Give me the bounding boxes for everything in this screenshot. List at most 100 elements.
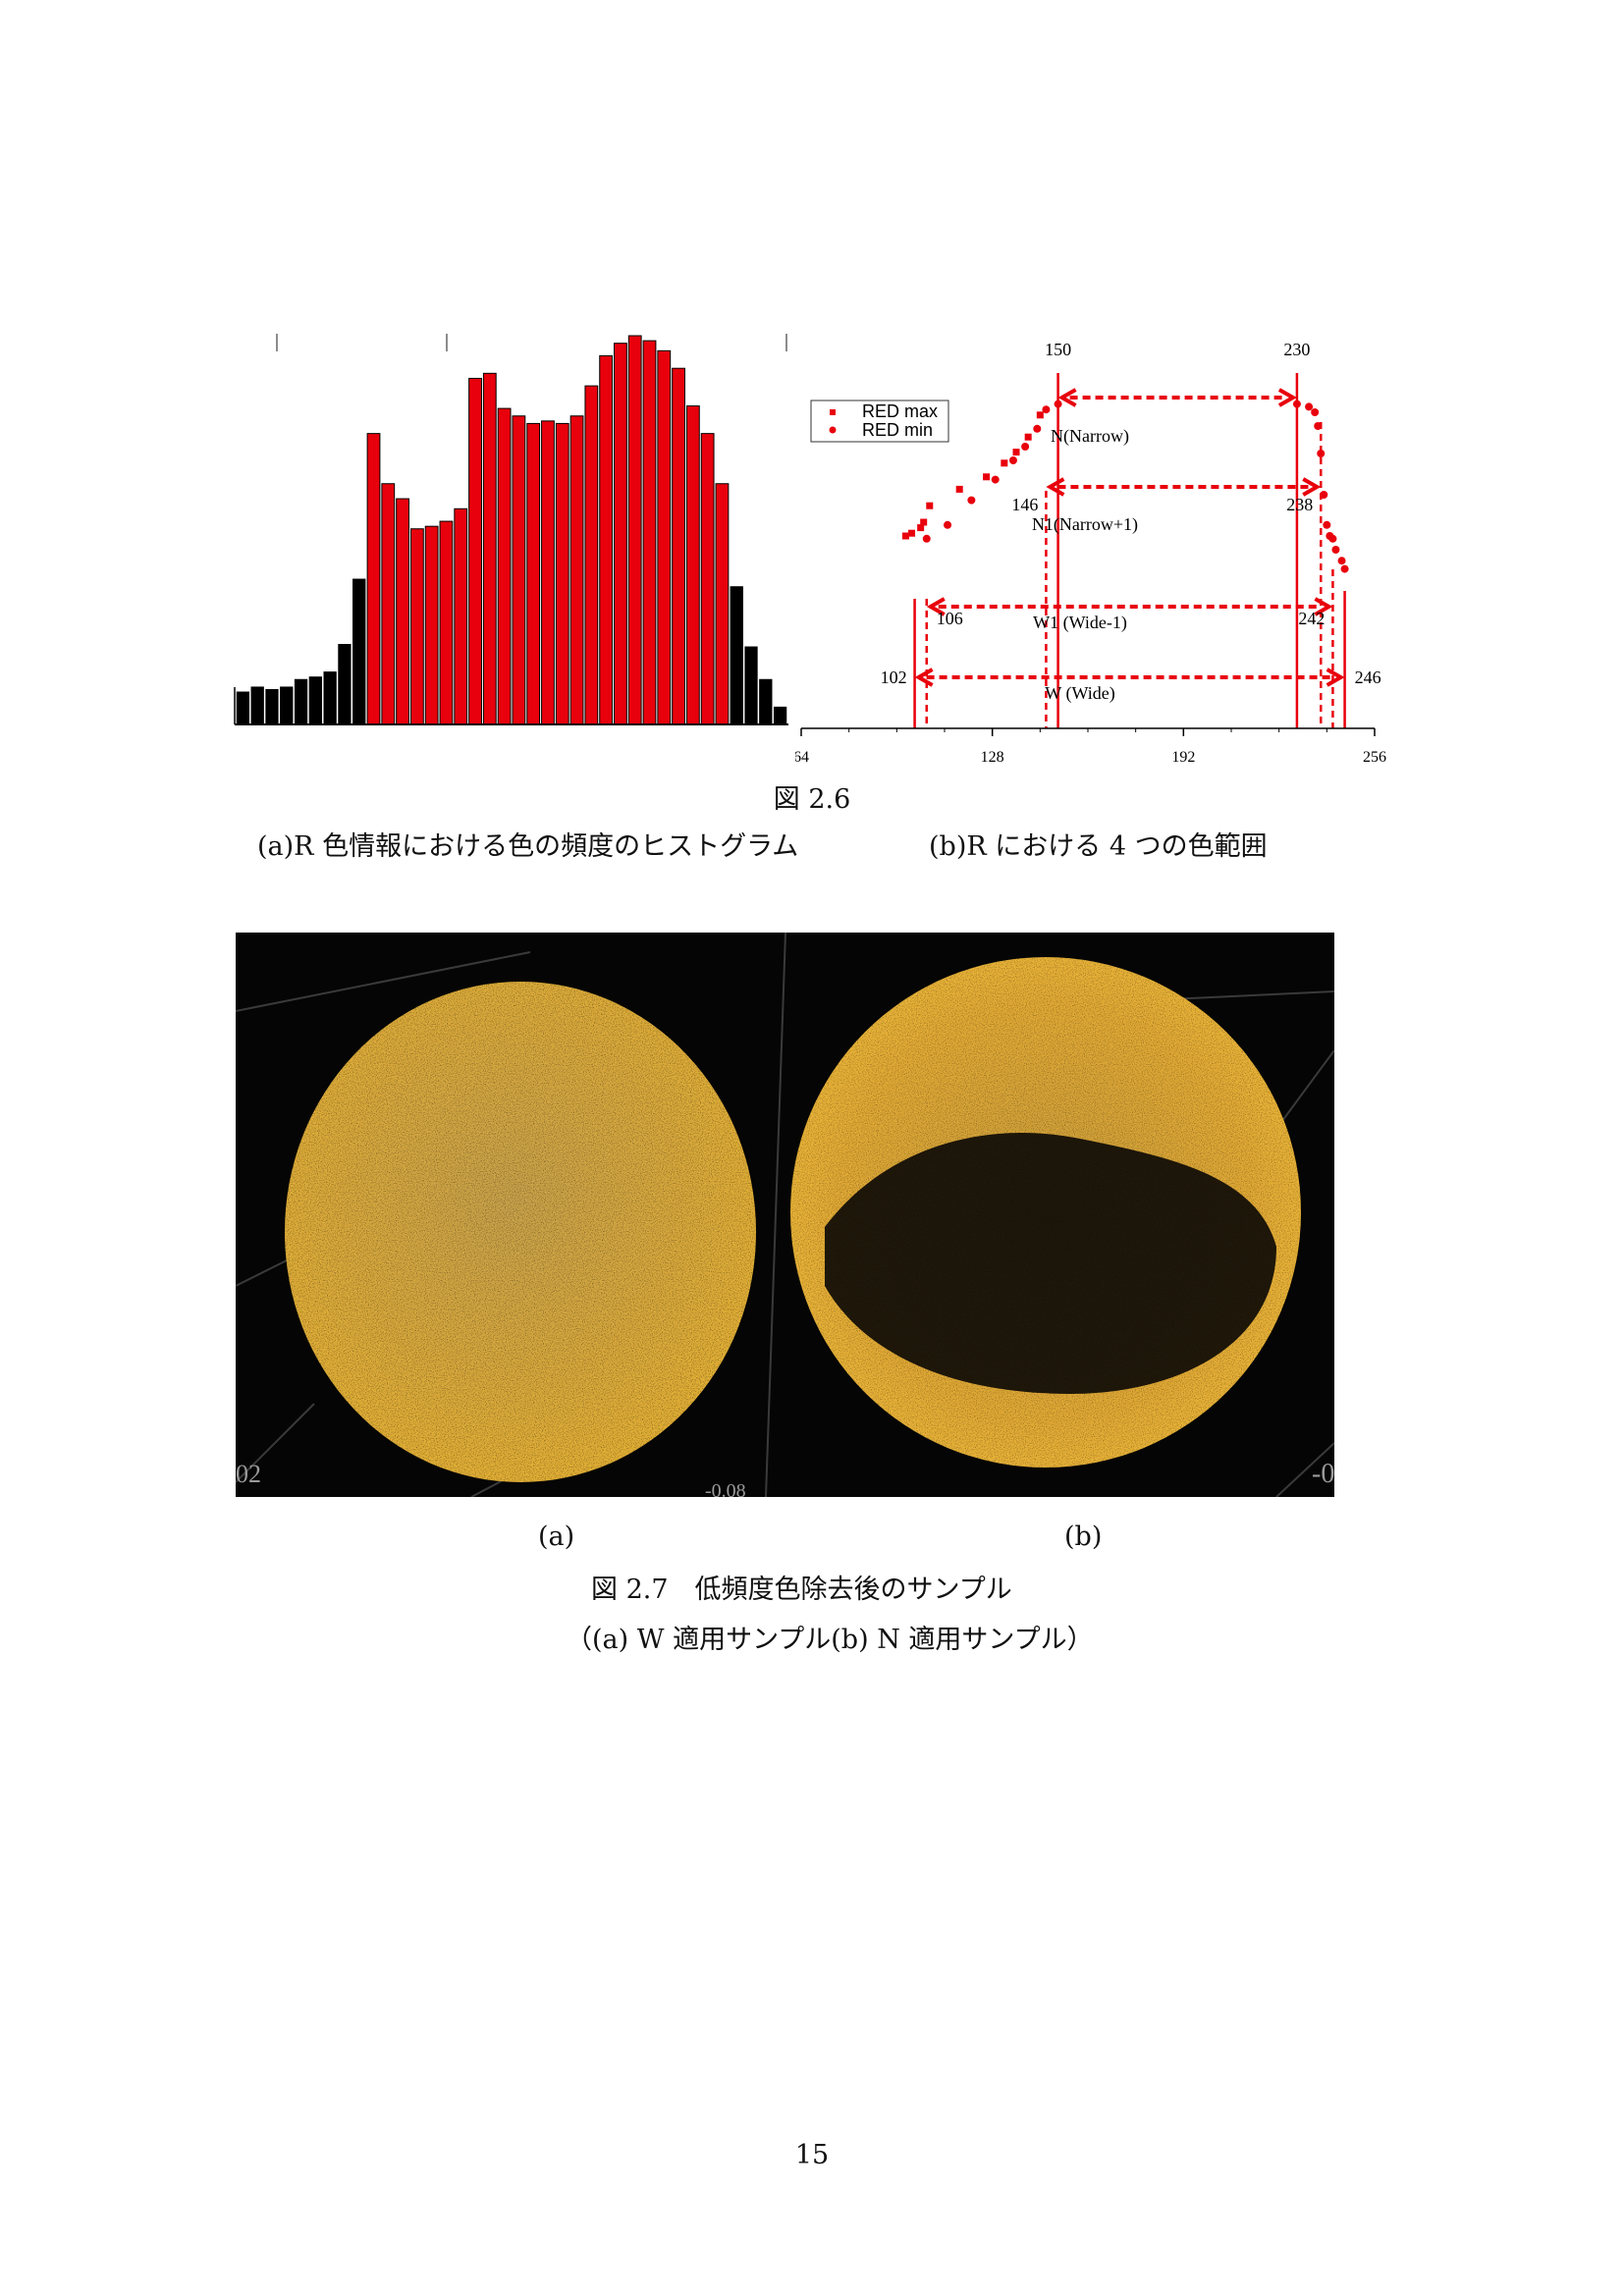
- histogram-bar: [294, 678, 308, 725]
- red-max-point: [926, 502, 934, 509]
- figure-2-6-caption-a: (a)R 色情報における色の頻度のヒストグラム: [257, 831, 799, 862]
- legend-label-red-max: RED max: [862, 401, 938, 421]
- range-arrow-head-left: [1057, 388, 1077, 407]
- red-max-point: [1012, 449, 1020, 456]
- histogram-bar: [715, 483, 730, 725]
- red-min-point: [922, 534, 931, 543]
- histogram-bar: [526, 422, 541, 725]
- red-min-point: [1323, 520, 1331, 529]
- point-cloud-photo: 02 -0.08 -0: [236, 933, 1334, 1497]
- legend-label-red-min: RED min: [862, 420, 933, 440]
- histogram-bar: [730, 586, 743, 725]
- red-min-point: [1305, 402, 1314, 411]
- figure-2-7-title: 図 2.7 低頻度色除去後のサンプル: [591, 1575, 1012, 1605]
- range-arrow-head-right: [1326, 667, 1345, 687]
- red-max-point: [955, 485, 963, 493]
- histogram-bar: [584, 385, 599, 725]
- range-min-label: 146: [1011, 495, 1038, 514]
- red-min-point: [1320, 491, 1328, 499]
- range-chart-legend: RED max RED min: [810, 400, 949, 443]
- red-min-point: [1331, 546, 1340, 554]
- legend-marker-red-min: [829, 426, 837, 434]
- histogram-bar: [555, 422, 569, 725]
- histogram-bar: [627, 335, 642, 725]
- range-min-label: 106: [937, 609, 963, 628]
- range-name-label: N1(Narrow+1): [1032, 514, 1138, 535]
- histogram-bar: [541, 420, 555, 725]
- range-boundary-lines: [913, 373, 1346, 728]
- range-name-label: W (Wide): [1045, 683, 1114, 704]
- histogram-bar: [265, 688, 279, 725]
- histogram-bar: [468, 377, 482, 725]
- red-min-point: [1042, 405, 1051, 414]
- histogram-bar: [409, 528, 424, 725]
- histogram-bar: [323, 671, 337, 725]
- red-max-point: [901, 532, 909, 540]
- histogram-bar: [773, 706, 787, 725]
- red-max-point: [917, 524, 925, 532]
- histogram-bar: [250, 686, 264, 725]
- histogram-bar: [599, 354, 614, 725]
- figure-2-6-number: 図 2.6: [773, 784, 851, 815]
- range-max-label: 238: [1286, 495, 1313, 514]
- range-chart-tick-label: 64: [795, 749, 809, 766]
- histogram-bar: [424, 525, 439, 725]
- range-name-label: N(Narrow): [1051, 426, 1129, 447]
- histogram-bar: [366, 433, 381, 725]
- histogram-bar: [396, 498, 409, 725]
- red-min-point: [1292, 400, 1301, 408]
- photo-label-left: 02: [236, 1460, 261, 1488]
- range-min-label: 150: [1045, 340, 1071, 359]
- histogram-bar: [280, 686, 294, 725]
- histogram-bar: [614, 343, 627, 725]
- histogram-top-ticks: [276, 334, 787, 351]
- red-min-point: [1314, 422, 1323, 430]
- histogram-bar: [454, 507, 468, 725]
- range-chart-ticks: 64 128 192 256: [795, 728, 1386, 766]
- histogram-bar: [236, 691, 250, 725]
- range-arrow-head-left: [914, 667, 934, 687]
- range-chart: RED max RED min N(Narrow) 150 230 N1(Narrow…: [795, 340, 1386, 766]
- range-max-label: 230: [1283, 340, 1310, 359]
- range-min-label: 102: [881, 667, 907, 687]
- range-max-label: 246: [1355, 667, 1381, 687]
- photo-label-bottom: -0.08: [705, 1480, 746, 1497]
- histogram-bar: [759, 678, 773, 725]
- figure-2-7-label-b: (b): [1064, 1522, 1103, 1552]
- red-min-point: [1033, 424, 1042, 433]
- red-max-point: [1036, 411, 1044, 419]
- point-cloud-render: 02 -0.08 -0: [236, 933, 1334, 1497]
- sample-a-blob: [285, 982, 756, 1482]
- histogram-bar: [685, 405, 700, 725]
- histogram-bars: [236, 335, 787, 725]
- histogram-bar: [569, 415, 584, 725]
- range-value-labels: N(Narrow) 150 230 N1(Narrow+1)146 238 W1 (Wid…: [881, 340, 1381, 704]
- red-min-point: [1337, 557, 1346, 565]
- histogram-bar: [657, 349, 672, 725]
- range-data-points: [901, 400, 1349, 573]
- range-arrows: [914, 388, 1345, 687]
- photo-label-right: -0: [1312, 1459, 1334, 1489]
- histogram-chart: [234, 334, 788, 725]
- red-min-point: [967, 496, 976, 505]
- red-min-point: [1317, 450, 1326, 457]
- range-arrow-head-right: [1314, 597, 1333, 616]
- red-max-point: [1024, 433, 1032, 441]
- red-min-point: [1328, 534, 1337, 543]
- red-min-point: [1021, 443, 1030, 451]
- red-min-point: [1340, 564, 1349, 573]
- red-max-point: [920, 518, 928, 526]
- range-chart-tick-label: 192: [1171, 749, 1195, 766]
- histogram-bar: [512, 415, 526, 725]
- range-arrow-head-right: [1277, 388, 1297, 407]
- histogram-bar: [497, 407, 512, 725]
- range-max-label: 242: [1298, 609, 1325, 628]
- figure-2-7-subcaption: （(a) W 適用サンプル(b) N 適用サンプル）: [566, 1625, 1094, 1655]
- red-min-point: [1008, 456, 1017, 464]
- figure-2-6-caption-b: (b)R における 4 つの色範囲: [929, 831, 1268, 862]
- figure-2-7-label-a: (a): [538, 1522, 575, 1552]
- histogram-bar: [352, 578, 366, 725]
- range-chart-tick-label: 256: [1363, 749, 1386, 766]
- red-max-point: [983, 473, 991, 481]
- histogram-bar: [381, 483, 396, 725]
